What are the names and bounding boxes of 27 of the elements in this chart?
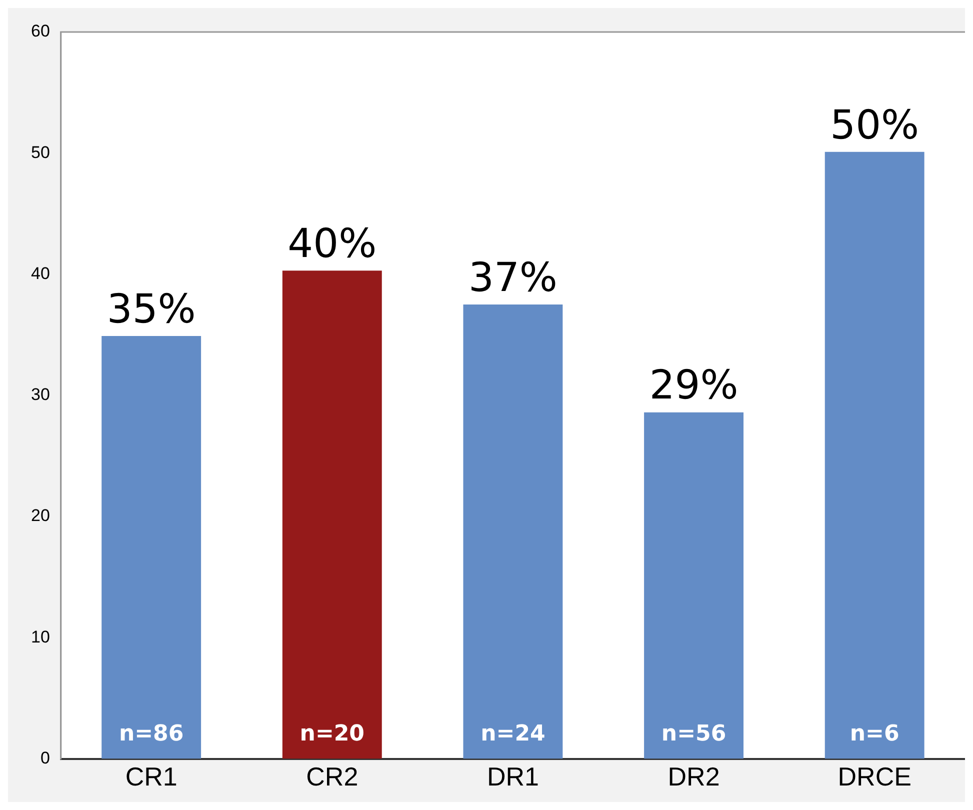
y-tick-label: 10 bbox=[30, 627, 50, 646]
data-label: 50% bbox=[830, 102, 920, 148]
y-tick-label: 60 bbox=[30, 22, 50, 41]
data-label: 35% bbox=[106, 286, 196, 332]
annotation: n=86 bbox=[118, 722, 184, 747]
y-tick-label: 50 bbox=[30, 142, 50, 162]
y-tick-label: 20 bbox=[30, 506, 50, 526]
x-tick-label: DR1 bbox=[486, 762, 539, 792]
annotation: n=24 bbox=[480, 722, 546, 747]
bar bbox=[463, 304, 563, 759]
annotation: n=20 bbox=[300, 722, 364, 747]
annotation: n=6 bbox=[850, 722, 900, 747]
bar bbox=[824, 152, 924, 759]
annotation: n=56 bbox=[661, 722, 726, 747]
x-tick-label: CR1 bbox=[125, 762, 178, 792]
bar bbox=[282, 270, 382, 759]
y-tick-label: 0 bbox=[40, 748, 50, 768]
y-tick-label: 30 bbox=[30, 385, 50, 404]
y-tick-label: 40 bbox=[30, 264, 50, 283]
x-tick-label: DR2 bbox=[668, 762, 720, 792]
data-label: 40% bbox=[288, 221, 377, 268]
bar bbox=[102, 336, 202, 759]
data-label: 29% bbox=[649, 362, 738, 409]
data-label: 37% bbox=[468, 254, 558, 301]
x-tick-label: CR2 bbox=[306, 762, 358, 792]
bar bbox=[644, 412, 744, 759]
x-tick-label: DRCE bbox=[838, 762, 912, 792]
